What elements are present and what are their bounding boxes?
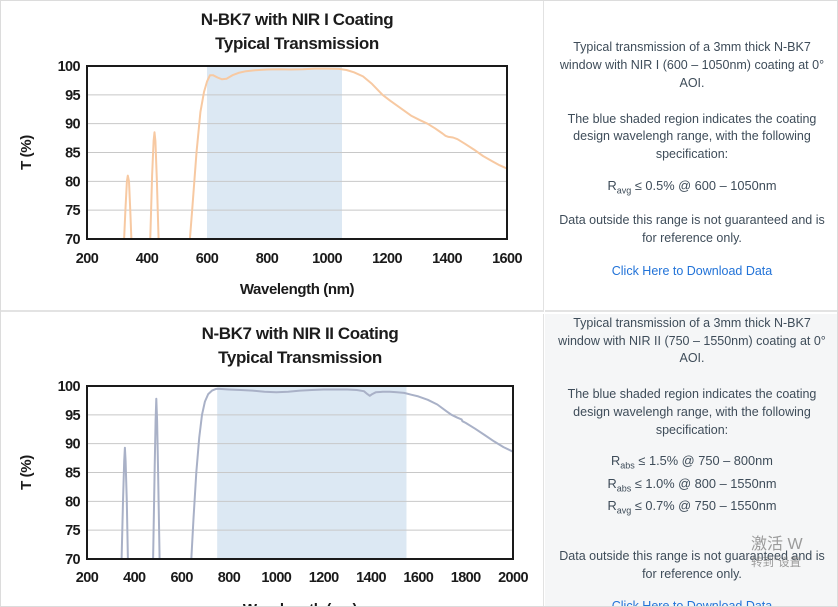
x-tick-label: 1400 (356, 570, 386, 586)
y-tick-label: 75 (65, 523, 80, 539)
chart-section-nir2: 200 400 600 800 1000 1200 1400 1600 1800 2000 70 75… (1, 314, 544, 607)
y-tick-label: 85 (65, 146, 80, 162)
y-tick-label: 80 (65, 494, 80, 510)
y-tick-label: 70 (65, 232, 80, 248)
x-tick-label: 2000 (498, 570, 528, 586)
panel-shade-note: The blue shaded region indicates the coa… (567, 111, 817, 162)
panel-description: Typical transmission of a 3mm thick N-BK… (559, 40, 825, 90)
spec-block: Ravg ≤ 0.5% @ 600 – 1050nm (608, 177, 777, 200)
series-line (120, 387, 513, 559)
transmission-chart-nir1: 200 400 600 800 1000 1200 1400 1600 70 75 80 85 90 95… (18, 10, 523, 298)
spec-line: Ravg ≤ 0.7% @ 750 – 1550nm (607, 498, 777, 516)
plot-frame (86, 385, 514, 560)
chart-subtitle: Typical Transmission (218, 348, 382, 367)
y-tick-label: 90 (65, 117, 80, 133)
panel-disclaimer: Data outside this range is not guarantee… (559, 548, 825, 581)
y-tick-label: 90 (65, 437, 80, 453)
y-tick-label: 95 (65, 88, 80, 104)
x-tick-label: 1600 (403, 570, 433, 586)
chart-title: N-BK7 with NIR I Coating (201, 10, 394, 29)
x-tick-label: 1000 (312, 251, 342, 267)
download-data-link[interactable]: Click Here to Download Data (611, 263, 773, 278)
x-tick-label: 800 (218, 570, 241, 586)
spec-block: Rabs ≤ 1.5% @ 750 – 800nm Rabs ≤ 1.0% @ 8… (608, 452, 777, 520)
x-tick-label: 400 (136, 251, 159, 267)
panel-shade-note: The blue shaded region indicates the coa… (567, 387, 817, 437)
x-tick-label: 600 (170, 570, 193, 586)
x-tick-label: 600 (196, 251, 219, 267)
spec-line: Rabs ≤ 1.5% @ 750 – 800nm (611, 453, 773, 471)
x-tick-label: 200 (76, 570, 99, 586)
spec-line: Rabs ≤ 1.0% @ 800 – 1550nm (607, 475, 777, 494)
x-tick-label: 1400 (432, 251, 462, 267)
spec-line: Ravg ≤ 0.5% @ 600 – 1050nm (607, 177, 777, 196)
y-tick-label: 95 (65, 408, 80, 424)
x-tick-label: 1800 (451, 570, 481, 586)
y-axis-label: T (%) (18, 135, 35, 170)
download-data-link[interactable]: Click Here to Download Data (611, 599, 773, 607)
chart-section-nir1: 200 400 600 800 1000 1200 1400 1600 70 75 80 85 90 95… (1, 1, 544, 312)
plot-frame (86, 65, 508, 240)
y-tick-label: 70 (65, 552, 80, 568)
info-panel-nir2: Typical transmission of a 3mm thick N-BK… (545, 314, 837, 607)
y-tick-label: 85 (65, 466, 80, 482)
x-tick-label: 800 (256, 251, 279, 267)
x-axis-label: Wavelength (nm) (240, 281, 355, 298)
chart-title: N-BK7 with NIR II Coating (202, 324, 399, 343)
x-axis-label: Wavelength (nm) (243, 601, 358, 607)
panel-disclaimer: Data outside this range is not guarantee… (559, 213, 825, 246)
transmission-chart-nir2: 200 400 600 800 1000 1200 1400 1600 1800 2000 70 75… (18, 324, 529, 607)
panel-description: Typical transmission of a 3mm thick N-BK… (558, 315, 826, 366)
y-tick-label: 75 (65, 203, 80, 219)
y-tick-label: 100 (58, 379, 81, 395)
x-tick-label: 1600 (492, 251, 522, 267)
x-tick-label: 1200 (372, 251, 402, 267)
x-tick-label: 400 (123, 570, 146, 586)
info-panel-nir1: Typical transmission of a 3mm thick N-BK… (545, 1, 837, 312)
x-tick-label: 1200 (309, 570, 339, 586)
y-tick-label: 100 (58, 59, 81, 75)
y-axis-label: T (%) (18, 455, 35, 490)
y-tick-label: 80 (65, 174, 80, 190)
x-tick-label: 1000 (261, 570, 291, 586)
chart-subtitle: Typical Transmission (215, 34, 379, 53)
series-line (123, 67, 507, 239)
x-tick-label: 200 (76, 251, 99, 267)
